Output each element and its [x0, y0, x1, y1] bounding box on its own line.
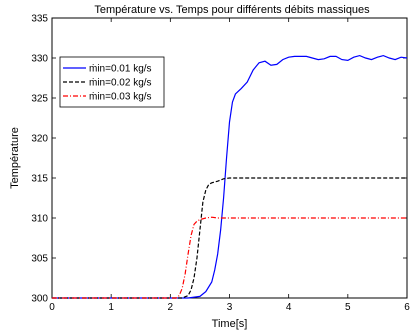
y-tick-label: 300 — [31, 294, 48, 305]
legend-label-3: ṁin=0.03 kg/s — [89, 92, 152, 103]
series-line-3 — [52, 216, 407, 299]
legend-entries: ṁin=0.01 kg/s ṁin=0.02 kg/s ṁin=0.03 kg/s — [63, 64, 152, 103]
series-line-2 — [52, 177, 407, 299]
chart-title: Température vs. Temps pour différents dé… — [94, 4, 370, 16]
x-tick-label: 2 — [168, 302, 174, 313]
x-tick-label: 6 — [404, 302, 410, 313]
legend-label-1: ṁin=0.01 kg/s — [89, 64, 152, 75]
x-tick-label: 1 — [108, 302, 114, 313]
y-tick-label: 310 — [31, 214, 48, 225]
axis-ticks: 0 1 2 3 4 5 6 300 305 310 315 320 325 330 335 — [31, 14, 410, 314]
x-axis-label: Time[s] — [212, 318, 248, 330]
y-tick-label: 320 — [31, 134, 48, 145]
x-tick-label: 3 — [227, 302, 233, 313]
y-tick-label: 330 — [31, 54, 48, 65]
x-tick-label: 4 — [286, 302, 292, 313]
series-lines — [52, 54, 408, 299]
legend-label-2: ṁin=0.02 kg/s — [89, 78, 152, 89]
series-line-1 — [52, 54, 408, 299]
x-tick-label: 5 — [345, 302, 351, 313]
y-axis-label: Température — [9, 127, 21, 189]
y-tick-label: 325 — [31, 94, 48, 105]
y-tick-label: 315 — [31, 174, 48, 185]
legend: ṁin=0.01 kg/s ṁin=0.02 kg/s ṁin=0.03 kg/s — [59, 56, 165, 108]
x-tick-label: 0 — [49, 302, 55, 313]
y-tick-label: 335 — [31, 14, 48, 25]
y-tick-label: 305 — [31, 254, 48, 265]
